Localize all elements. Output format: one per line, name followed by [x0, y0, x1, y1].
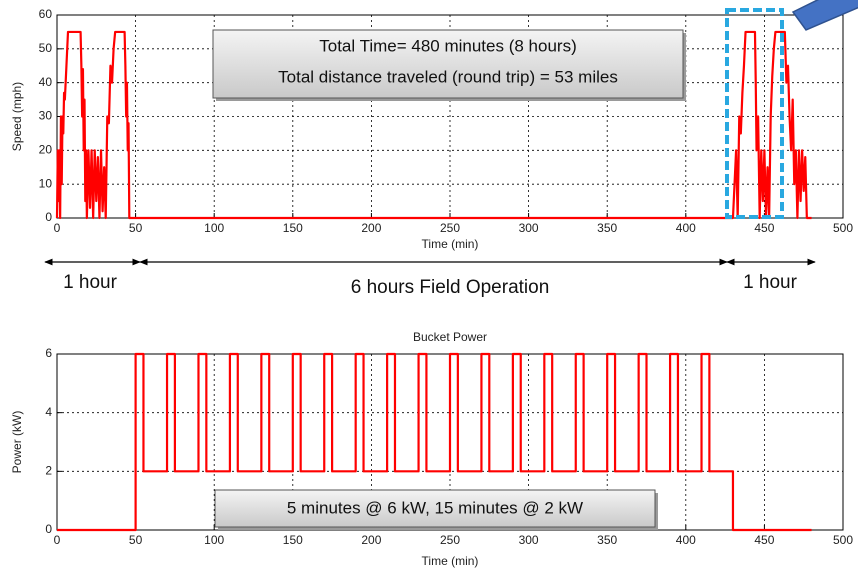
x-tick-label: 450 [754, 533, 774, 547]
x-tick-label: 500 [833, 533, 853, 547]
chart-title: Bucket Power [413, 330, 487, 344]
y-tick-label: 2 [45, 464, 52, 478]
highlight-box [725, 8, 784, 219]
span-label: 6 hours Field Operation [351, 277, 550, 298]
x-tick-label: 300 [519, 221, 539, 235]
x-tick-label: 400 [676, 221, 696, 235]
x-tick-label: 0 [54, 221, 61, 235]
data-line [55, 30, 812, 220]
note-text: Total Time= 480 minutes (8 hours) [319, 36, 576, 55]
y-tick-label: 4 [45, 405, 52, 419]
x-tick-label: 0 [54, 533, 61, 547]
note-text: Total distance traveled (round trip) = 5… [278, 67, 618, 86]
y-tick-label: 10 [39, 176, 53, 190]
note-text: 5 minutes @ 6 kW, 15 minutes @ 2 kW [287, 498, 583, 517]
y-axis-label: Speed (mph) [10, 82, 24, 151]
x-tick-label: 250 [440, 533, 460, 547]
x-tick-label: 50 [129, 533, 143, 547]
y-axis-label: Power (kW) [10, 411, 24, 474]
x-tick-label: 200 [361, 533, 381, 547]
x-tick-label: 100 [204, 221, 224, 235]
span-label: 1 hour [63, 272, 118, 293]
y-tick-label: 40 [39, 75, 53, 89]
data-line [57, 352, 812, 532]
x-tick-label: 350 [597, 221, 617, 235]
x-tick-label: 150 [283, 221, 303, 235]
x-tick-label: 250 [440, 221, 460, 235]
x-axis-label: Time (min) [422, 237, 479, 251]
y-tick-label: 0 [45, 210, 52, 224]
x-tick-label: 400 [676, 533, 696, 547]
x-tick-label: 300 [519, 533, 539, 547]
span-label: 1 hour [743, 272, 798, 293]
x-tick-label: 350 [597, 533, 617, 547]
y-tick-label: 50 [39, 41, 53, 55]
y-tick-label: 60 [39, 7, 53, 21]
x-axis-label: Time (min) [422, 554, 479, 568]
y-tick-label: 20 [39, 143, 53, 157]
x-tick-label: 100 [204, 533, 224, 547]
y-tick-label: 6 [45, 346, 52, 360]
y-tick-label: 0 [45, 522, 52, 536]
y-tick-label: 30 [39, 109, 53, 123]
x-tick-label: 50 [129, 221, 143, 235]
callout-arrow [791, 0, 858, 31]
note-box [212, 29, 684, 99]
x-tick-label: 500 [833, 221, 853, 235]
x-tick-label: 200 [361, 221, 381, 235]
x-tick-label: 150 [283, 533, 303, 547]
note-box [214, 489, 656, 528]
x-tick-label: 450 [754, 221, 774, 235]
